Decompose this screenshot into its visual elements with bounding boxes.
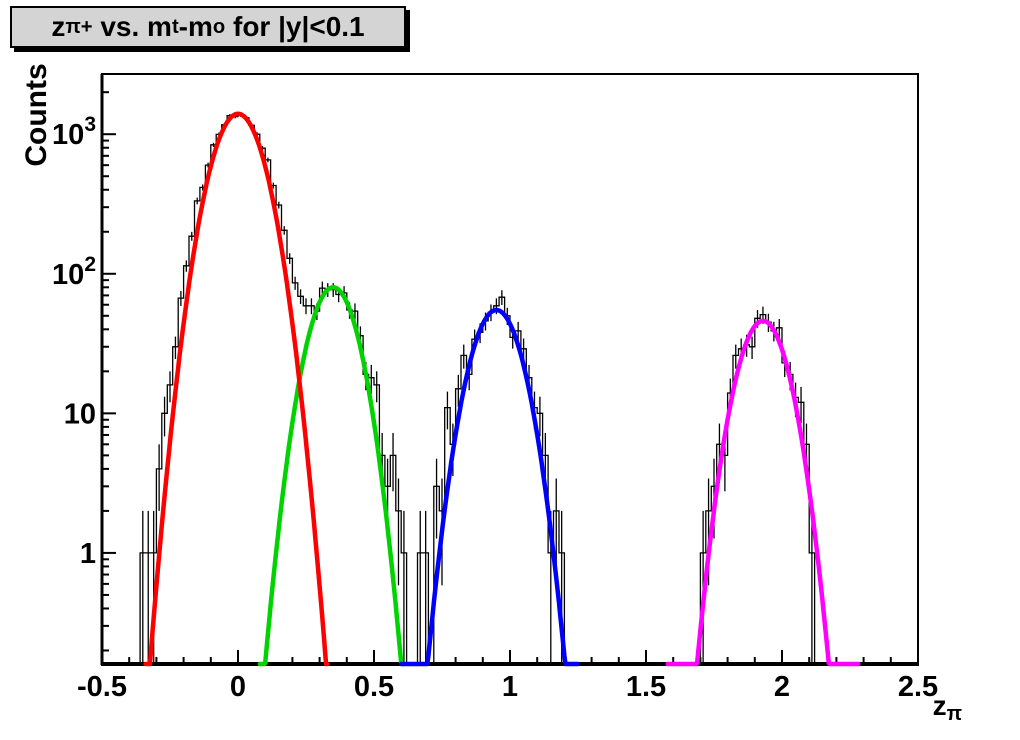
fit-curve-peak-2-green [257,285,406,667]
svg-text:1: 1 [502,671,518,703]
svg-text:2.5: 2.5 [898,671,938,703]
x-axis-ticks [101,650,919,664]
fit-curve-peak-1-red [143,111,330,667]
y-axis-ticks [102,91,116,652]
x-axis-title: zπ [880,690,962,726]
fit-curve-peak-4-magenta [665,318,861,667]
svg-text:10: 10 [64,398,96,430]
fit-curve-peak-3-blue [398,307,580,667]
x-title-base: z [932,690,947,721]
svg-text:103: 103 [52,113,96,151]
svg-text:0.5: 0.5 [354,671,394,703]
plot-frame [100,73,919,666]
x-axis-tick-labels: -0.5 0 0.5 1 1.5 2 2.5 [77,671,938,703]
svg-text:1.5: 1.5 [626,671,666,703]
histogram-error-bars [142,113,813,664]
svg-text:2: 2 [774,671,790,703]
y-axis-title: Counts [20,63,53,167]
title-sub-3: o [212,15,226,38]
x-title-sub: π [946,703,962,726]
title-text-4: for |y|<0.1 [225,11,365,42]
title-text-2: vs. m [92,11,172,42]
svg-text:-0.5: -0.5 [77,671,127,703]
chart-title: z π+ vs. m t -m o for |y|<0.1 [10,6,406,48]
title-sub-2: t [171,15,179,38]
svg-text:0: 0 [230,671,246,703]
svg-text:102: 102 [52,253,96,291]
title-text-1: z [51,11,66,42]
svg-text:1: 1 [80,538,96,570]
title-text-3: -m [178,11,213,42]
title-sub-1: π+ [65,15,93,38]
